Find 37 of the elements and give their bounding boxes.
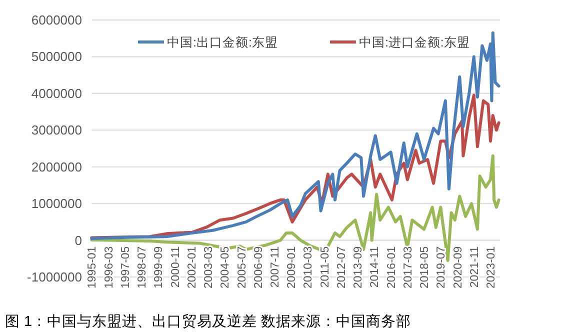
x-tick-label: 2018-05: [419, 246, 432, 289]
x-tick-label: 2003-03: [203, 246, 216, 289]
x-tick-label: 2006-09: [252, 246, 265, 289]
caption: 图 1：中国与东盟进、出口贸易及逆差 数据来源：中国商务部: [5, 313, 412, 330]
x-tick-label: 2017-03: [402, 246, 414, 289]
x-tick-label: 1995-01: [86, 246, 99, 289]
x-tick-label: 2000-11: [170, 246, 182, 288]
x-tick-label: 2002-01: [186, 246, 198, 289]
x-tick-label: 1997-05: [120, 246, 132, 289]
x-tick-label: 2012-07: [336, 246, 348, 289]
y-tick-label: 4000000: [31, 86, 82, 101]
legend-label: 中国:进口金额:东盟: [358, 36, 470, 50]
x-tick-label: 2020-09: [452, 246, 464, 289]
x-tick-label: 1996-03: [103, 246, 116, 289]
x-tick-label: 2023-01: [486, 246, 498, 289]
x-tick-label: 2009-01: [286, 246, 298, 289]
y-tick-label: 1000000: [31, 196, 82, 212]
x-tick-label: 2021-11: [468, 246, 481, 288]
x-tick-label: 2004-05: [220, 246, 232, 289]
x-tick-label: 2013-09: [352, 246, 365, 289]
y-tick-label: 6000000: [31, 12, 82, 28]
x-tick-label: 2007-11: [269, 246, 282, 288]
x-tick-label: 2019-07: [436, 246, 448, 289]
y-tick-label: 0: [74, 232, 82, 248]
y-tick-label: 5000000: [31, 49, 82, 64]
y-tick-label: -1000000: [27, 270, 82, 284]
x-tick-label: 2014-11: [369, 246, 382, 288]
y-tick-label: 2000000: [31, 159, 82, 174]
x-tick-label: 2016-01: [386, 246, 398, 289]
x-tick-label: 2010-03: [302, 246, 315, 289]
y-tick-label: 3000000: [31, 122, 82, 138]
x-tick-label: 1998-07: [136, 246, 149, 289]
legend-label: 中国:出口金额:东盟: [167, 36, 278, 50]
x-tick-label: 1999-09: [153, 246, 166, 289]
x-tick-label: 2011-05: [319, 246, 332, 288]
line-series: [90, 31, 500, 240]
x-tick-label: 2005-07: [236, 246, 248, 289]
